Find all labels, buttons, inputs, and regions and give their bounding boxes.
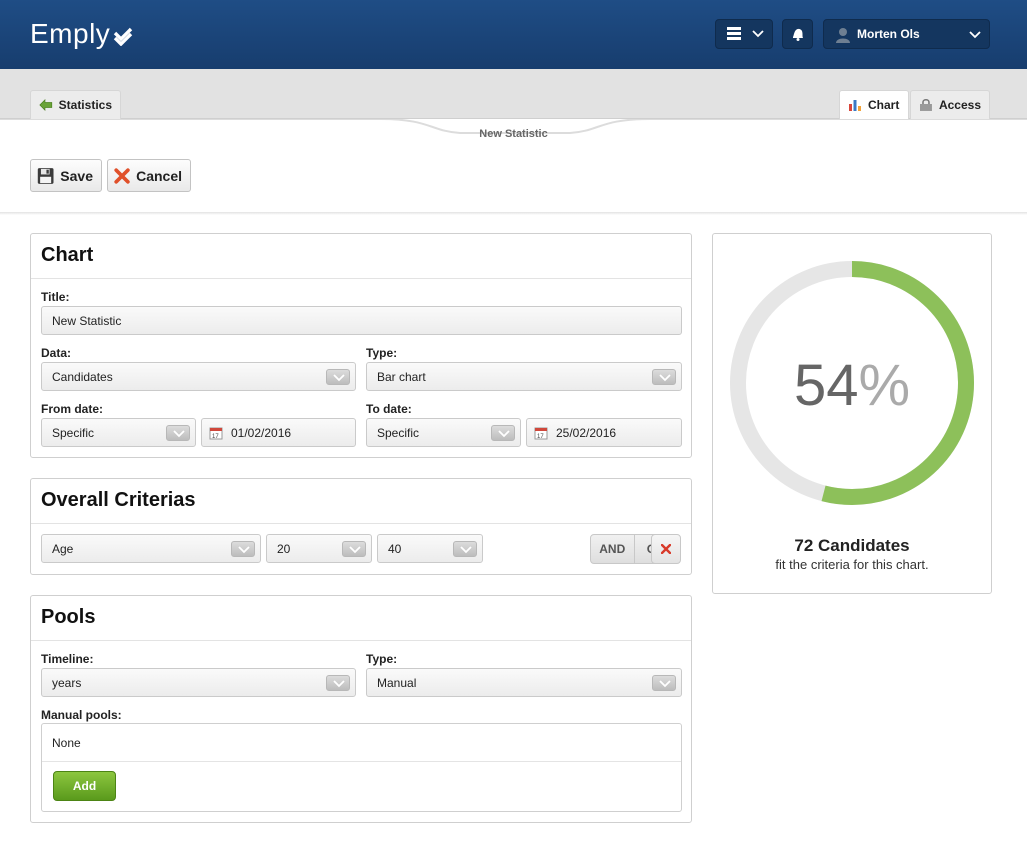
- manual-pools-label: Manual pools:: [41, 708, 122, 722]
- list-icon: [727, 27, 764, 40]
- to-date-label: To date:: [366, 402, 412, 416]
- chevron-down-icon: [969, 31, 981, 39]
- from-date-value: 01/02/2016: [231, 425, 292, 440]
- pools-panel: Pools Timeline: years Type: Manual Manua…: [30, 595, 692, 823]
- svg-text:17: 17: [537, 434, 544, 440]
- svg-text:17: 17: [212, 434, 219, 440]
- type-label: Type:: [366, 346, 398, 360]
- criteria-field-select[interactable]: Age: [41, 534, 261, 563]
- title-label: Title:: [41, 290, 70, 304]
- summary-panel: 54% 72 Candidates fit the criteria for t…: [712, 233, 992, 594]
- back-tab-label: Statistics: [58, 98, 112, 112]
- timeline-label: Timeline:: [41, 652, 94, 666]
- from-date-input[interactable]: 17 01/02/2016: [201, 418, 356, 447]
- chevron-down-icon: [652, 369, 676, 385]
- chevron-down-icon: [491, 425, 515, 441]
- chart-type-select[interactable]: Bar chart: [366, 362, 682, 391]
- chevron-down-icon: [231, 541, 255, 557]
- close-icon: [114, 167, 130, 184]
- delete-icon: [661, 544, 671, 554]
- chart-settings-panel: Chart Title: New Statistic Data: Candida…: [30, 233, 692, 458]
- from-date-label: From date:: [41, 402, 104, 416]
- criteria-panel: Overall Criterias Age 20 40 AND OR: [30, 478, 692, 575]
- data-select[interactable]: Candidates: [41, 362, 356, 391]
- title-input[interactable]: New Statistic: [41, 306, 682, 335]
- candidate-count: 72 Candidates: [794, 536, 910, 555]
- percentage-donut: [730, 261, 974, 505]
- chevron-down-icon: [453, 541, 477, 557]
- percentage-value: 54%: [713, 352, 991, 419]
- chart-panel-heading: Chart: [41, 244, 94, 266]
- page-subtitle: New Statistic: [479, 128, 548, 140]
- title-input-value: New Statistic: [52, 313, 122, 328]
- to-date-mode-value: Specific: [377, 425, 420, 440]
- tab-access[interactable]: Access: [910, 90, 990, 119]
- notifications-button[interactable]: [782, 19, 813, 49]
- user-avatar-icon: [836, 28, 850, 43]
- logo-mark-icon: [113, 27, 133, 46]
- cancel-button[interactable]: Cancel: [107, 159, 191, 192]
- pools-divider: [42, 761, 681, 762]
- chevron-down-icon: [652, 675, 676, 691]
- access-icon: [919, 99, 932, 111]
- save-label: Save: [60, 167, 93, 184]
- data-select-value: Candidates: [52, 369, 113, 384]
- criteria-min-value: 20: [277, 541, 291, 556]
- access-tab-label: Access: [938, 98, 981, 112]
- pool-type-select[interactable]: Manual: [366, 668, 682, 697]
- percentage-number: 54: [793, 353, 859, 418]
- from-date-mode-select[interactable]: Specific: [41, 418, 196, 447]
- bell-icon: [792, 28, 803, 41]
- back-to-statistics-tab[interactable]: Statistics: [30, 90, 121, 119]
- data-label: Data:: [41, 346, 72, 360]
- tab-chart[interactable]: Chart: [839, 90, 909, 119]
- top-header: Emply Morten Ols: [0, 0, 1027, 69]
- floppy-disk-icon: [37, 167, 54, 184]
- chevron-down-icon: [326, 369, 350, 385]
- manual-pools-box: None Add: [41, 723, 682, 812]
- subtitle-curve: [0, 119, 1027, 134]
- manual-pools-empty: None: [52, 736, 81, 750]
- chevron-down-icon: [166, 425, 190, 441]
- toolbar-divider: [0, 212, 1027, 215]
- criteria-max-value: 40: [388, 541, 402, 556]
- panel-divider: [31, 640, 691, 641]
- bar-chart-icon: [849, 100, 861, 111]
- calendar-icon: 17: [209, 427, 223, 440]
- to-date-mode-select[interactable]: Specific: [366, 418, 521, 447]
- chart-tab-label: Chart: [868, 98, 900, 112]
- remove-criteria-button[interactable]: [651, 534, 681, 564]
- calendar-icon: 17: [534, 427, 548, 440]
- candidate-count-caption: fit the criteria for this chart.: [775, 557, 929, 572]
- timeline-value: years: [52, 675, 82, 690]
- user-menu-button[interactable]: Morten Ols: [823, 19, 990, 49]
- criteria-max-select[interactable]: 40: [377, 534, 483, 563]
- donut-fill: [730, 261, 974, 505]
- criteria-panel-heading: Overall Criterias: [41, 489, 196, 511]
- from-date-mode-value: Specific: [52, 425, 95, 440]
- panel-divider: [31, 278, 691, 279]
- chevron-down-icon: [326, 675, 350, 691]
- cancel-label: Cancel: [136, 167, 182, 184]
- add-pool-button[interactable]: Add: [53, 771, 116, 801]
- pools-panel-heading: Pools: [41, 606, 96, 628]
- save-button[interactable]: Save: [30, 159, 102, 192]
- tab-strip: Statistics Chart Access: [0, 69, 1027, 119]
- to-date-value: 25/02/2016: [556, 425, 617, 440]
- panel-divider: [31, 523, 691, 524]
- chevron-down-icon: [342, 541, 366, 557]
- main-menu-button[interactable]: [715, 19, 773, 49]
- criteria-field-value: Age: [52, 541, 74, 556]
- criteria-min-select[interactable]: 20: [266, 534, 372, 563]
- to-date-input[interactable]: 17 25/02/2016: [526, 418, 682, 447]
- and-button[interactable]: AND: [591, 535, 635, 563]
- app-logo[interactable]: Emply: [30, 18, 111, 49]
- pool-type-value: Manual: [377, 675, 417, 690]
- percentage-symbol: %: [858, 353, 911, 418]
- pool-type-label: Type:: [366, 652, 398, 666]
- user-name: Morten Ols: [857, 27, 920, 41]
- chart-type-value: Bar chart: [377, 369, 426, 384]
- timeline-select[interactable]: years: [41, 668, 356, 697]
- arrow-left-icon: [39, 99, 53, 111]
